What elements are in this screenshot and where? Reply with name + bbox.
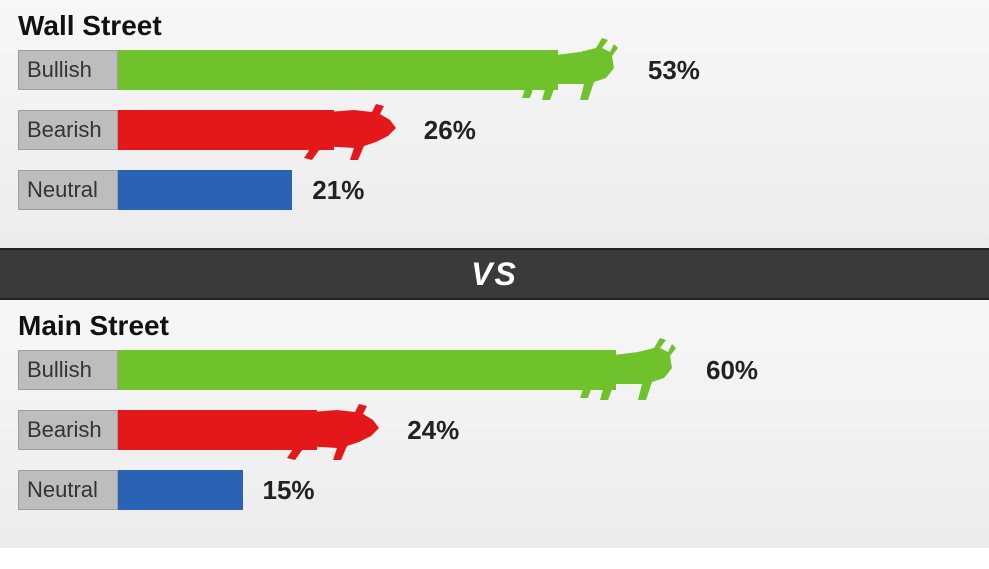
row-label-box: Neutral [18,170,118,210]
row-bullish: Bullish 53% [18,50,989,96]
row-label: Bearish [27,117,102,143]
row-label-box: Neutral [18,470,118,510]
row-label: Bullish [27,357,92,383]
row-neutral: Neutral 15% [18,470,989,516]
row-pct: 60% [706,350,758,390]
panel-title: Wall Street [18,10,989,42]
row-pct: 53% [648,50,700,90]
row-bearish: Bearish 26% [18,110,989,156]
row-pct: 21% [312,170,364,210]
row-bar [118,170,292,210]
bull-icon [518,38,628,102]
panel-wall-street: Wall Street Bullish 53% Bearish 26% Neut… [0,0,989,248]
row-bullish: Bullish 60% [18,350,989,396]
row-bar [118,470,243,510]
row-label: Bearish [27,417,102,443]
row-label: Neutral [27,177,98,203]
row-label-box: Bearish [18,410,118,450]
row-pct: 26% [424,110,476,150]
panel-main-street: Main Street Bullish 60% Bearish 24% Neut… [0,300,989,548]
row-pct: 15% [263,470,315,510]
vs-label: VS [471,256,518,293]
row-bar [118,50,558,90]
bear-icon [277,398,387,462]
panel-title: Main Street [18,310,989,342]
row-label-box: Bullish [18,350,118,390]
bull-icon [576,338,686,402]
row-bearish: Bearish 24% [18,410,989,456]
vs-divider: VS [0,248,989,300]
row-neutral: Neutral 21% [18,170,989,216]
row-bar [118,350,616,390]
row-label-box: Bearish [18,110,118,150]
row-pct: 24% [407,410,459,450]
row-label: Bullish [27,57,92,83]
row-label: Neutral [27,477,98,503]
row-label-box: Bullish [18,50,118,90]
bear-icon [294,98,404,162]
